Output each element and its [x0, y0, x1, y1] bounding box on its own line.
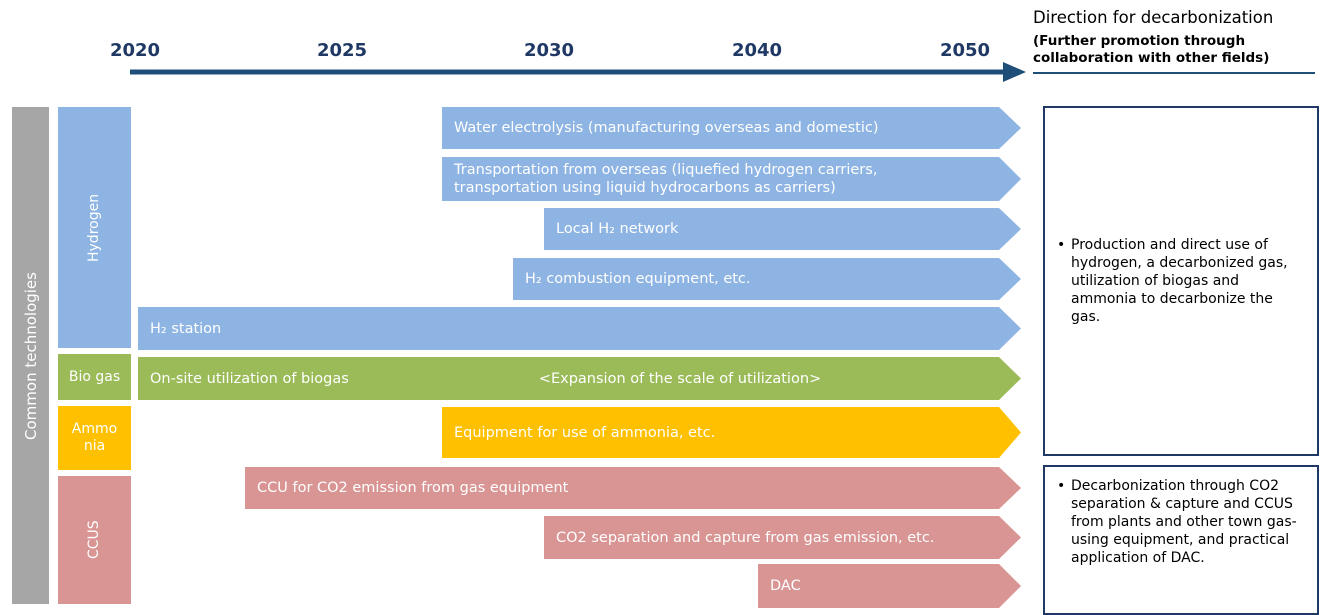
arrow-label: <Expansion of the scale of utilization>	[538, 370, 822, 387]
side-label: Common technologies	[21, 271, 40, 440]
year-label: 2050	[939, 40, 991, 61]
arrow-label: CCU for CO2 emission from gas equipment	[257, 480, 569, 496]
arrow-label: Local H₂ network	[556, 221, 679, 237]
note-text: Decarbonization through CO2 separation &…	[1057, 477, 1305, 567]
arrow-label: CO2 separation and capture from gas emis…	[556, 529, 935, 546]
note-text: Production and direct use of hydrogen, a…	[1057, 236, 1305, 326]
roadmap-arrow: Water electrolysis (manufacturing overse…	[442, 107, 1021, 149]
note-box: Production and direct use of hydrogen, a…	[1043, 106, 1319, 456]
year-label: 2025	[316, 40, 368, 61]
side-bar: Common technologies	[12, 107, 49, 604]
category-label: CCUS	[58, 476, 131, 604]
arrow-label: Water electrolysis (manufacturing overse…	[454, 120, 879, 136]
roadmap-arrow: On-site utilization of biogas <Expansion …	[138, 357, 1021, 400]
year-label: 2020	[109, 40, 161, 61]
arrow-label: On-site utilization of biogas	[150, 370, 349, 387]
header-subtitle: (Further promotion through collaboration…	[1033, 33, 1270, 66]
category-label: Bio gas	[58, 354, 131, 400]
roadmap-arrow: CCU for CO2 emission from gas equipment	[245, 467, 1021, 509]
arrow-label: H₂ station	[150, 320, 222, 337]
note-box: Decarbonization through CO2 separation &…	[1043, 465, 1319, 615]
roadmap-arrow: Local H₂ network	[544, 208, 1021, 250]
year-label: 2040	[731, 40, 783, 61]
arrow-label: DAC	[770, 578, 801, 594]
arrow-label: Transportation from overseas (liquefied …	[454, 162, 878, 196]
arrow-label: Equipment for use of ammonia, etc.	[454, 424, 716, 441]
roadmap-arrow: Equipment for use of ammonia, etc.	[442, 407, 1021, 458]
timeline-arrowhead	[1003, 62, 1026, 82]
year-label: 2030	[523, 40, 575, 61]
category-label: Ammonia	[58, 406, 131, 470]
roadmap-arrow: Transportation from overseas (liquefied …	[442, 157, 1021, 201]
header-title: Direction for decarbonization	[1033, 8, 1274, 27]
category-label: Hydrogen	[58, 107, 131, 348]
roadmap-arrow: H₂ station	[138, 307, 1021, 350]
roadmap-arrow: H₂ combustion equipment, etc.	[513, 258, 1021, 300]
roadmap-arrow: CO2 separation and capture from gas emis…	[544, 516, 1021, 559]
roadmap-arrow: DAC	[758, 564, 1021, 608]
arrow-label: H₂ combustion equipment, etc.	[525, 271, 751, 287]
